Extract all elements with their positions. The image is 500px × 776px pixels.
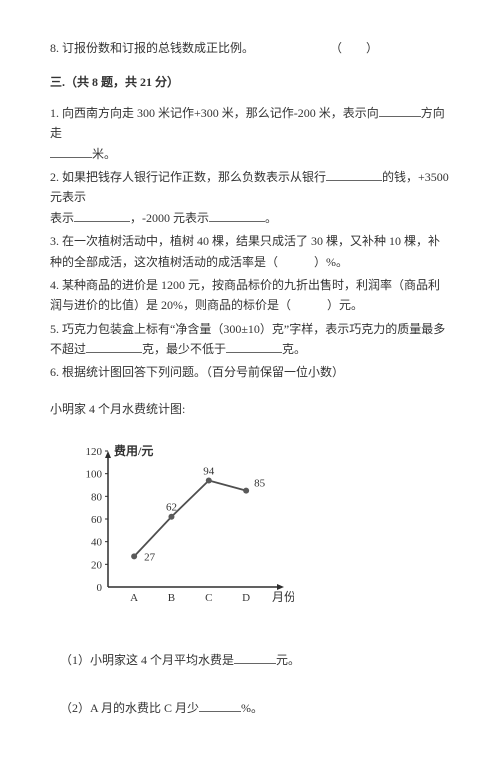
q5-text-b: 克，最少不低于 <box>142 342 226 356</box>
svg-text:40: 40 <box>91 537 103 549</box>
svg-text:A: A <box>130 592 138 604</box>
svg-text:0: 0 <box>97 582 103 594</box>
question-2: 2. 如果把钱存人银行记作正数，那么负数表示从银行的钱，+3500 元表示 表示… <box>50 167 450 228</box>
svg-text:80: 80 <box>91 492 103 504</box>
q5-text-c: 克。 <box>282 342 306 356</box>
question-5: 5. 巧克力包装盒上标有“净含量（300±10）克”字样，表示巧克力的质量最多不… <box>50 319 450 360</box>
svg-text:月份: 月份 <box>272 590 294 604</box>
svg-text:62: 62 <box>166 502 177 514</box>
q1-text-c: 米。 <box>92 147 116 161</box>
q8-text: 8. 订报份数和订报的总钱数成正比例。 <box>50 41 254 55</box>
blank-input[interactable] <box>379 104 421 117</box>
blank-input[interactable] <box>226 340 282 353</box>
q2-text-c-pre: 表示 <box>50 211 74 225</box>
q2-text-c: ，-2000 元表示 <box>130 211 209 225</box>
subq2-a: （2）A 月的水费比 C 月少 <box>60 701 199 715</box>
subq2-b: %。 <box>241 701 263 715</box>
svg-text:85: 85 <box>254 478 266 490</box>
svg-text:100: 100 <box>86 469 103 481</box>
svg-text:120: 120 <box>86 446 103 458</box>
section-3-title: 三.（共 8 题，共 21 分） <box>50 72 450 92</box>
question-6: 6. 根据统计图回答下列问题。（百分号前保留一位小数） <box>50 362 450 382</box>
svg-text:B: B <box>168 592 175 604</box>
subq1-a: （1）小明家这 4 个月平均水费是 <box>60 653 234 667</box>
blank-input[interactable] <box>209 209 265 222</box>
svg-text:60: 60 <box>91 514 103 526</box>
chart-title: 小明家 4 个月水费统计图: <box>50 399 450 419</box>
sub-question-2: （2）A 月的水费比 C 月少 %。 <box>60 698 450 718</box>
q2-text-d: 。 <box>265 211 277 225</box>
svg-text:20: 20 <box>91 560 103 572</box>
question-8: 8. 订报份数和订报的总钱数成正比例。 （ ） <box>50 38 450 58</box>
q1-text-a: 1. 向西南方向走 300 米记作+300 米，那么记作-200 米，表示向 <box>50 106 379 120</box>
blank-input[interactable] <box>74 209 130 222</box>
water-fee-chart: 0 20 40 60 80 100 120 A B C D 27 62 94 85 费用/元月份 <box>74 441 450 617</box>
svg-text:费用/元: 费用/元 <box>114 443 153 458</box>
blank-input[interactable] <box>326 168 382 181</box>
question-4: 4. 某种商品的进价是 1200 元，按商品标价的九折出售时，利润率（商品利润与… <box>50 275 450 316</box>
q8-paren: （ ） <box>330 41 378 55</box>
svg-text:C: C <box>205 592 212 604</box>
svg-text:27: 27 <box>144 552 156 564</box>
blank-input[interactable] <box>199 699 241 712</box>
sub-question-1: （1）小明家这 4 个月平均水费是 元。 <box>60 650 450 670</box>
question-1: 1. 向西南方向走 300 米记作+300 米，那么记作-200 米，表示向方向… <box>50 103 450 164</box>
subq1-b: 元。 <box>276 653 300 667</box>
svg-text:94: 94 <box>203 466 215 478</box>
question-3: 3. 在一次植树活动中，植树 40 棵，结果只成活了 30 棵，又补种 10 棵… <box>50 231 450 272</box>
svg-text:D: D <box>242 592 250 604</box>
chart-svg: 0 20 40 60 80 100 120 A B C D 27 62 94 85 费用/元月份 <box>74 441 294 611</box>
q2-text-a: 2. 如果把钱存人银行记作正数，那么负数表示从银行 <box>50 170 326 184</box>
blank-input[interactable] <box>234 651 276 664</box>
blank-input[interactable] <box>50 145 92 158</box>
blank-input[interactable] <box>86 340 142 353</box>
